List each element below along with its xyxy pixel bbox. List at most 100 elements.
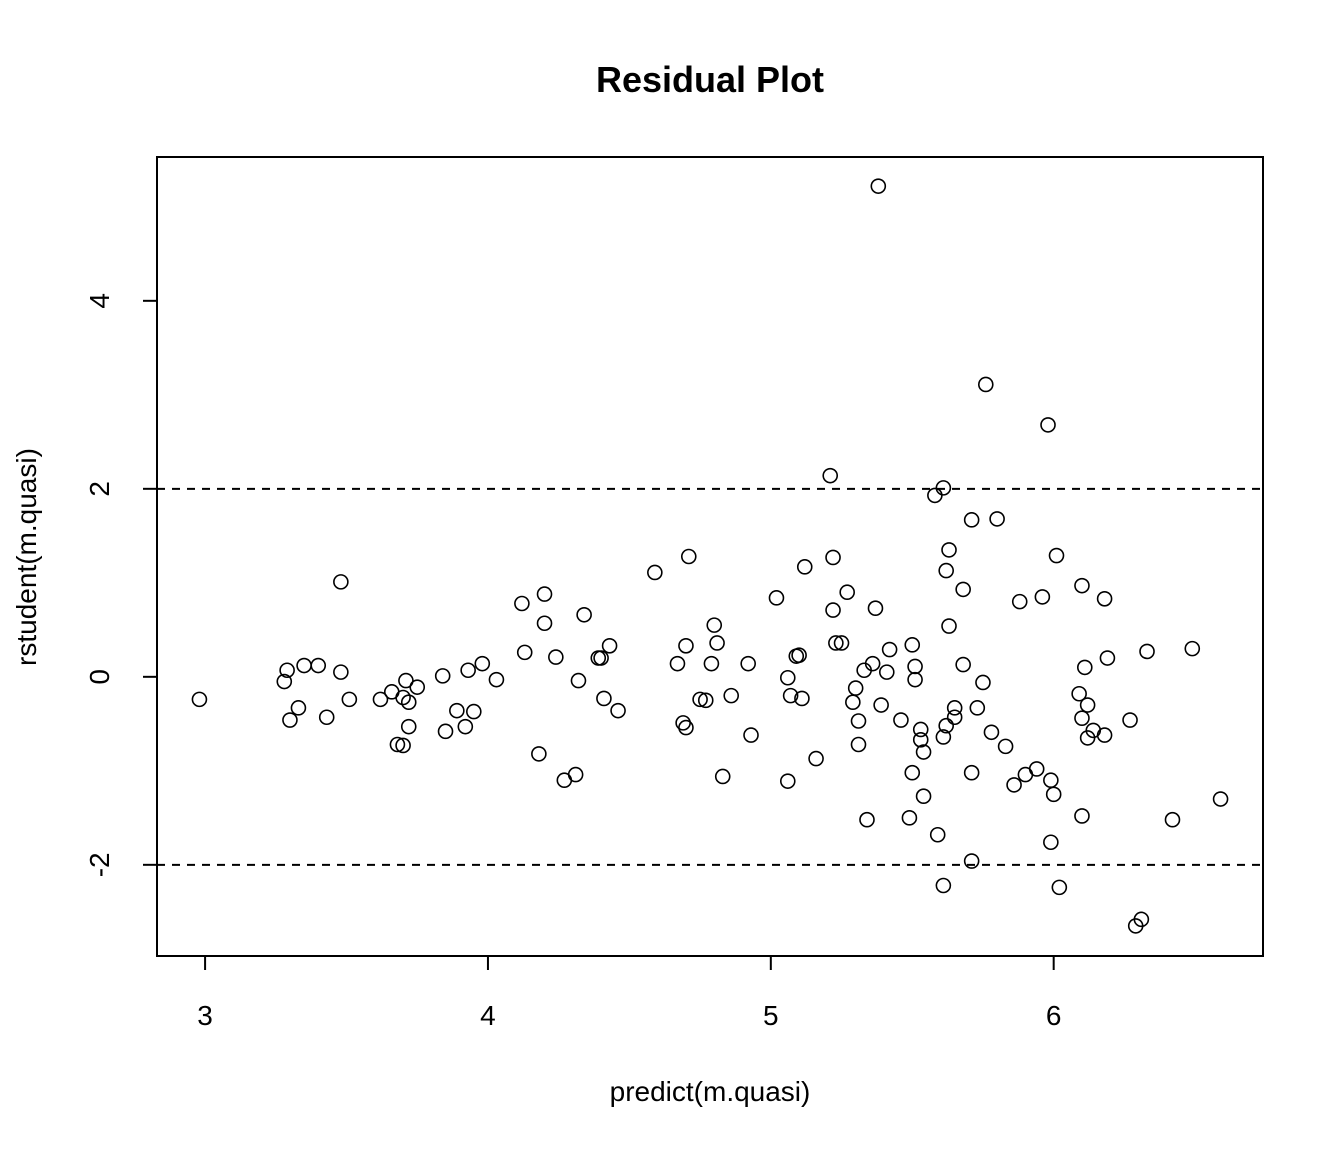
data-point: [434, 668, 451, 684]
data-point: [570, 672, 587, 689]
data-point: [963, 853, 980, 869]
data-point: [488, 671, 505, 688]
data-point: [395, 737, 411, 754]
data-point: [833, 635, 850, 651]
data-point: [1043, 772, 1059, 789]
data-point: [946, 709, 963, 726]
data-point: [915, 788, 932, 805]
data-point: [516, 644, 533, 661]
data-point: [1006, 777, 1022, 793]
data-point: [881, 641, 898, 658]
data-point: [596, 690, 612, 707]
reference-lines: [157, 487, 1263, 866]
x-tick-label: 3: [197, 1000, 213, 1031]
data-point: [825, 602, 841, 618]
y-tick-label: 4: [84, 293, 115, 309]
data-point: [791, 647, 807, 664]
data-point: [1139, 643, 1155, 660]
data-point: [400, 694, 417, 711]
data-point: [282, 712, 298, 728]
x-tick-label: 5: [763, 1000, 779, 1031]
data-point: [975, 674, 991, 691]
data-point: [740, 655, 756, 672]
data-point: [290, 700, 307, 716]
data-point: [567, 766, 584, 783]
data-points: [191, 178, 1229, 934]
data-point: [1071, 685, 1087, 702]
data-point: [794, 690, 810, 707]
data-point: [678, 637, 694, 654]
data-point: [341, 691, 358, 708]
x-axis: 3 4 5 6: [197, 956, 1061, 1031]
x-axis-label: predict(m.quasi): [610, 1076, 811, 1107]
data-point: [907, 658, 923, 675]
data-point: [372, 691, 389, 708]
data-point: [845, 694, 861, 711]
chart-title: Residual Plot: [596, 59, 824, 100]
data-point: [1079, 697, 1096, 713]
data-point: [1099, 650, 1116, 666]
y-tick-label: 2: [84, 481, 115, 497]
data-point: [955, 581, 971, 598]
data-point: [1133, 911, 1150, 928]
data-point: [714, 768, 731, 785]
data-point: [796, 559, 813, 575]
data-point: [825, 549, 841, 566]
data-point: [296, 657, 312, 674]
data-point: [822, 467, 839, 484]
data-point: [1096, 590, 1113, 607]
data-point: [536, 615, 553, 632]
data-point: [593, 650, 609, 666]
data-point: [977, 376, 994, 393]
data-point: [1074, 808, 1090, 824]
data-point: [1040, 417, 1056, 433]
data-point: [310, 657, 327, 674]
data-point: [1011, 593, 1028, 610]
data-point: [864, 655, 881, 672]
data-point: [850, 736, 867, 753]
data-point: [333, 664, 349, 680]
data-point: [893, 712, 909, 728]
data-point: [1034, 589, 1051, 605]
y-axis: -2 0 2 4: [84, 293, 157, 877]
data-point: [941, 618, 957, 634]
data-point: [1096, 727, 1113, 743]
x-tick-label: 4: [480, 1000, 496, 1031]
data-point: [779, 773, 796, 789]
y-tick-label: -2: [84, 852, 115, 877]
data-point: [514, 595, 530, 612]
data-point: [1048, 547, 1065, 564]
data-point: [276, 673, 293, 690]
data-point: [1074, 577, 1090, 594]
data-point: [669, 655, 686, 672]
data-point: [466, 703, 482, 720]
data-point: [610, 702, 626, 719]
data-point: [904, 764, 921, 781]
data-point: [935, 480, 952, 496]
data-point: [536, 586, 553, 602]
data-point: [808, 750, 824, 767]
data-point: [912, 731, 929, 748]
data-point: [955, 656, 971, 673]
data-point: [907, 671, 923, 688]
data-point: [692, 691, 708, 708]
data-point: [1045, 786, 1062, 803]
y-tick-label: 0: [84, 669, 115, 685]
data-point: [743, 727, 759, 743]
data-point: [703, 655, 720, 672]
x-tick-label: 6: [1046, 1000, 1062, 1031]
data-point: [946, 700, 963, 716]
data-point: [901, 810, 918, 826]
data-point: [548, 649, 564, 665]
data-point: [680, 548, 697, 565]
data-point: [709, 635, 725, 651]
data-point: [333, 574, 349, 590]
data-point: [395, 689, 411, 706]
data-point: [191, 691, 208, 708]
data-point: [938, 562, 954, 579]
data-point: [1164, 811, 1181, 828]
data-point: [870, 178, 887, 194]
data-point: [1184, 640, 1201, 657]
data-point: [782, 687, 799, 704]
